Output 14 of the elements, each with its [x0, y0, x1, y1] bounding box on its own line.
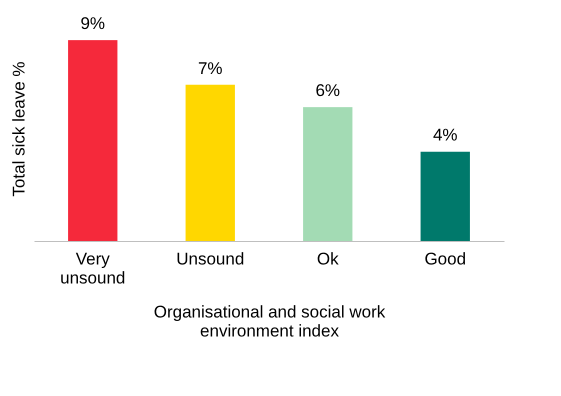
x-tick-label: Unsound [176, 250, 244, 268]
data-label: 9% [80, 14, 106, 34]
x-tick-label: Very unsound [60, 250, 126, 288]
bar [420, 152, 470, 241]
x-axis-title: Organisational and social work environment index [154, 302, 386, 340]
bar [68, 40, 118, 241]
data-label: 4% [432, 126, 458, 145]
bar [303, 107, 352, 241]
data-label: 7% [198, 58, 223, 78]
x-tick-label: Good [424, 250, 466, 268]
bar [186, 84, 235, 241]
data-label: 6% [315, 81, 340, 100]
y-axis-title: Total sick leave % [10, 61, 28, 197]
x-tick-label: Ok [316, 250, 340, 268]
